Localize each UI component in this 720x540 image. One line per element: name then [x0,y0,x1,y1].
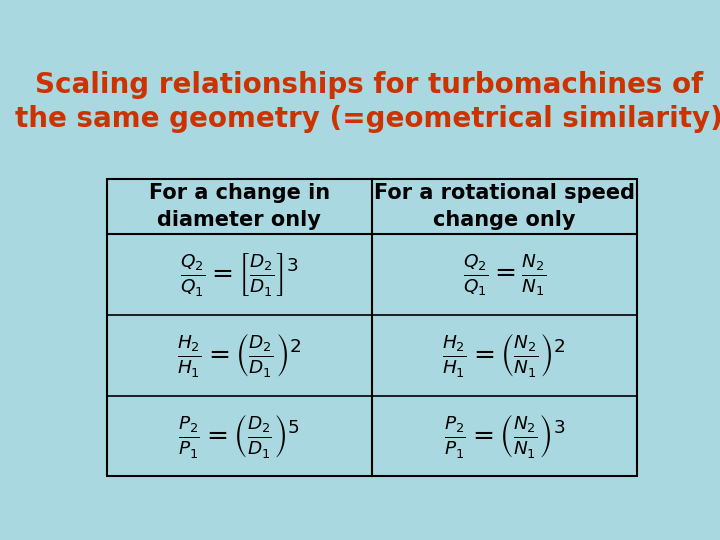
FancyBboxPatch shape [107,179,637,476]
Text: $\frac{P_2}{P_1} = \left(\frac{N_2}{N_1}\right)^3$: $\frac{P_2}{P_1} = \left(\frac{N_2}{N_1}… [444,412,565,460]
Text: For a rotational speed
change only: For a rotational speed change only [374,184,635,230]
Text: $\frac{Q_2}{Q_1} = \frac{N_2}{N_1}$: $\frac{Q_2}{Q_1} = \frac{N_2}{N_1}$ [462,251,546,298]
Text: $\frac{H_2}{H_1} = \left(\frac{D_2}{D_1}\right)^2$: $\frac{H_2}{H_1} = \left(\frac{D_2}{D_1}… [177,332,302,379]
Text: Scaling relationships for turbomachines of
the same geometry (=geometrical simil: Scaling relationships for turbomachines … [15,71,720,132]
Text: $\frac{Q_2}{Q_1} = \left[\frac{D_2}{D_1}\right]^3$: $\frac{Q_2}{Q_1} = \left[\frac{D_2}{D_1}… [180,251,299,298]
Text: $\frac{P_2}{P_1} = \left(\frac{D_2}{D_1}\right)^5$: $\frac{P_2}{P_1} = \left(\frac{D_2}{D_1}… [179,412,300,460]
Text: For a change in
diameter only: For a change in diameter only [149,184,330,230]
Text: $\frac{H_2}{H_1} = \left(\frac{N_2}{N_1}\right)^2$: $\frac{H_2}{H_1} = \left(\frac{N_2}{N_1}… [442,332,566,379]
